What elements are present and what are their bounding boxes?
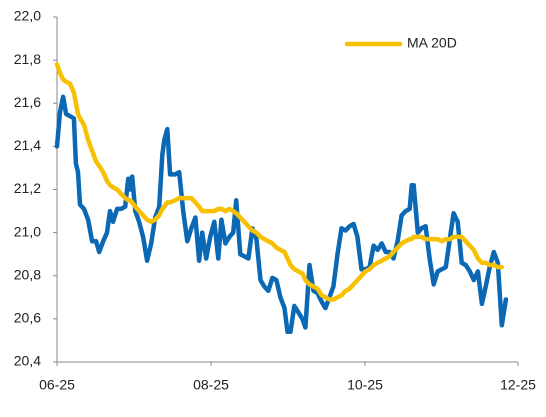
x-tick-label: 12-25	[500, 377, 536, 393]
x-tick-label: 06-25	[39, 377, 75, 393]
legend-label: MA 20D	[407, 35, 457, 51]
y-tick-label: 20,4	[14, 353, 41, 369]
y-tick-label: 21,2	[14, 180, 41, 196]
series-line	[54, 62, 505, 302]
x-tick-label: 08-25	[193, 377, 229, 393]
x-tick-label: 10-25	[347, 377, 383, 393]
y-tick-label: 21,8	[14, 51, 41, 67]
y-tick-label: 21,0	[14, 223, 41, 239]
y-tick-label: 20,8	[14, 266, 41, 282]
y-tick-label: 21,6	[14, 94, 41, 110]
y-tick-label: 21,4	[14, 137, 41, 153]
y-tick-label: 22,0	[14, 8, 41, 24]
series-line	[54, 94, 509, 335]
y-tick-label: 20,6	[14, 310, 41, 326]
